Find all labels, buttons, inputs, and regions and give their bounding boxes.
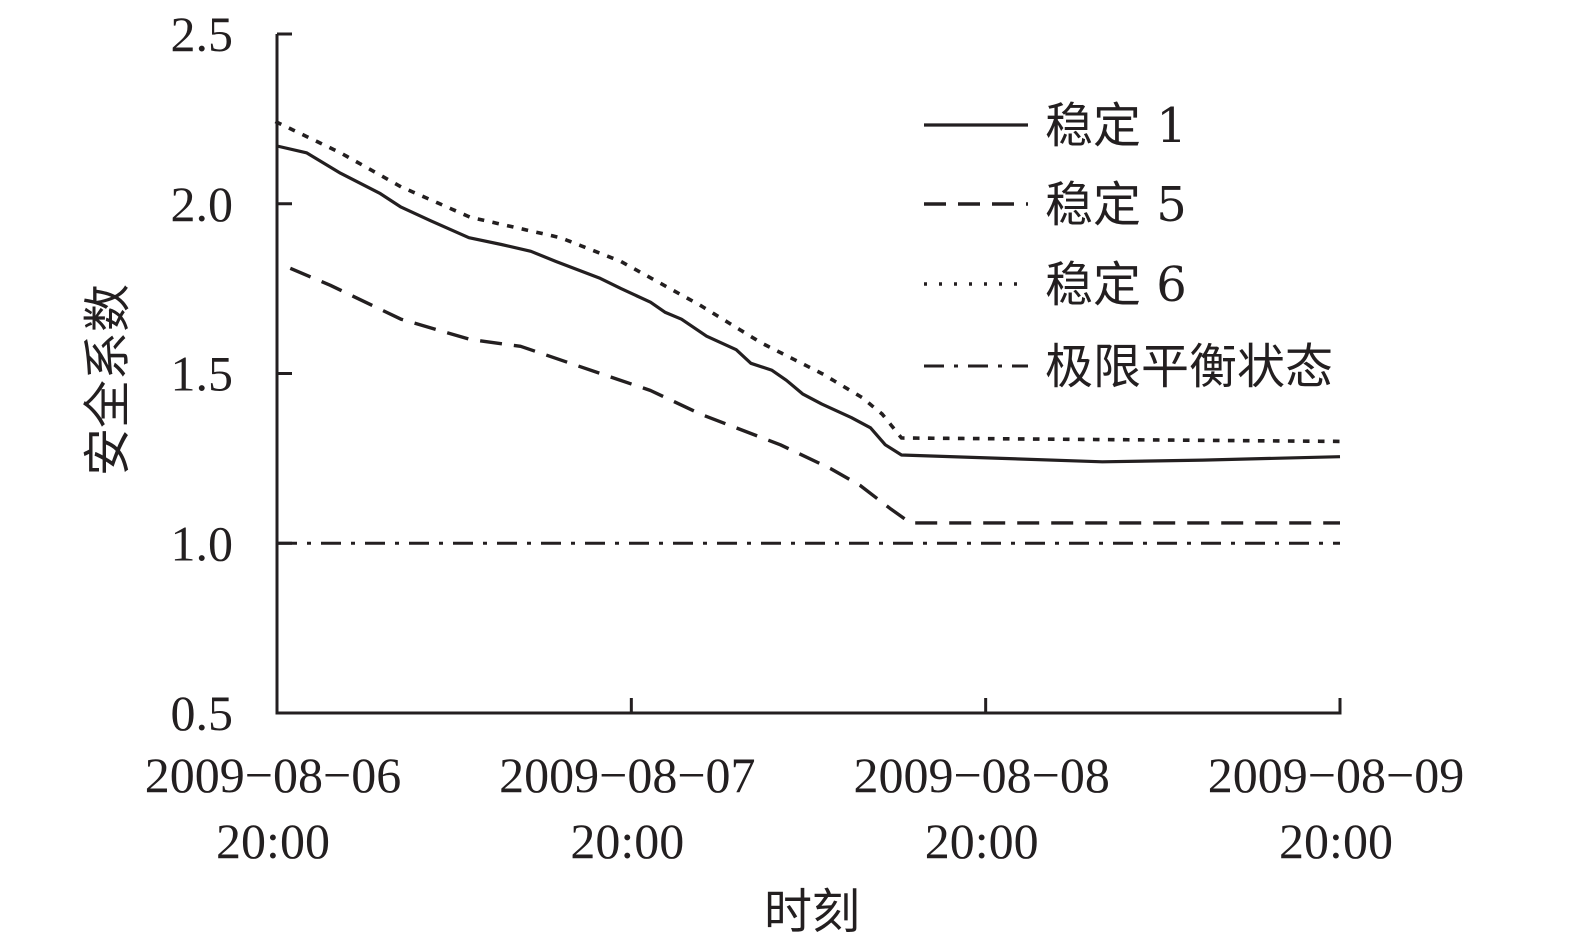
x-tick-date: 2009−08−09: [1208, 747, 1464, 803]
x-tick-date: 2009−08−06: [145, 747, 401, 803]
y-tick-label: 1.5: [171, 346, 234, 402]
y-tick-label: 2.0: [171, 176, 234, 232]
y-tick-label: 2.5: [171, 6, 234, 62]
x-tick-date: 2009−08−08: [853, 747, 1109, 803]
legend-label: 稳定 5: [1045, 177, 1187, 233]
legend-label: 稳定 6: [1045, 257, 1187, 313]
series-line-1: [289, 266, 1340, 525]
plot-lines: [274, 119, 1342, 545]
legend-label: 极限平衡状态: [1045, 339, 1333, 395]
x-axis-title: 时刻: [764, 884, 860, 940]
series-line-2: [274, 119, 1342, 444]
x-tick-time: 20:00: [1279, 813, 1393, 869]
legend: 稳定 1 稳定 5 稳定 6 极限平衡状态: [924, 98, 1333, 395]
legend-label: 稳定 1: [1045, 98, 1187, 154]
y-tick-label: 0.5: [171, 685, 234, 741]
series-line-0: [276, 144, 1341, 464]
x-tick-time: 20:00: [570, 813, 684, 869]
x-tick-date: 2009−08−07: [499, 747, 755, 803]
x-tick-time: 20:00: [925, 813, 1039, 869]
y-axis-ticks: 0.5 1.0 1.5 2.0 2.5: [171, 6, 292, 741]
y-axis-title: 安全系数: [80, 284, 136, 476]
x-axis-ticks: 2009−08−06 20:00 2009−08−07 20:00 2009−08−08…: [145, 698, 1464, 869]
y-tick-label: 1.0: [171, 515, 234, 571]
x-tick-time: 20:00: [216, 813, 330, 869]
